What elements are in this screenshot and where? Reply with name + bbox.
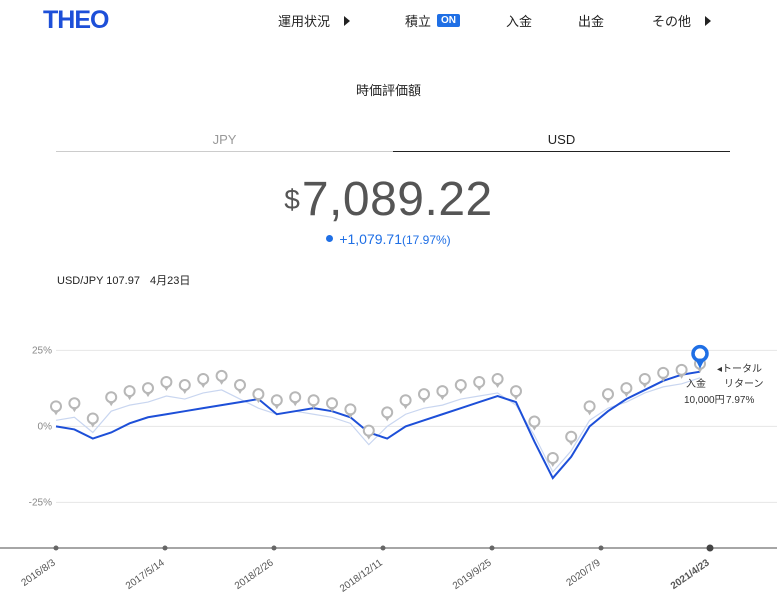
nav-other[interactable]: その他	[652, 11, 712, 30]
deposit-markers	[50, 357, 706, 467]
x-tick-label: 2018/2/26	[233, 557, 276, 592]
deposit-marker-icon	[178, 379, 191, 395]
nav-deposit[interactable]: 入金	[506, 11, 532, 30]
deposit-marker-icon	[399, 394, 412, 410]
deposit-marker-icon	[362, 424, 375, 440]
deposit-marker-icon	[510, 385, 522, 401]
deposit-marker-icon	[546, 452, 559, 467]
chart-series	[55, 370, 701, 480]
deposit-marker-icon	[418, 388, 430, 404]
deposit-marker-icon	[252, 388, 265, 404]
deposit-marker-icon	[86, 412, 99, 428]
nav-withdraw[interactable]: 出金	[578, 11, 604, 30]
deposit-marker-icon	[602, 388, 614, 404]
deposit-marker-icon	[289, 391, 302, 407]
deposit-marker-icon	[215, 369, 228, 385]
y-tick-label: -25%	[29, 497, 52, 508]
deposit-marker-icon	[473, 376, 486, 391]
exchange-rate-info: USD/JPY 107.97 4月23日	[57, 272, 200, 288]
nav-performance-label: 運用状況	[278, 14, 331, 29]
deposit-marker-icon	[454, 379, 467, 395]
x-tick-dot	[706, 544, 714, 552]
deposit-marker-icon	[675, 363, 688, 379]
deposit-marker-icon	[344, 403, 357, 419]
deposit-marker-icon	[620, 382, 633, 398]
deposit-marker-icon	[638, 372, 651, 388]
x-tick-label: 2017/5/14	[124, 557, 167, 592]
market-value-amount: 7,089.22	[301, 173, 493, 226]
deposit-marker-icon	[583, 400, 596, 416]
annotation-return-label: リターン	[724, 378, 764, 390]
deposit-marker-icon	[142, 382, 154, 398]
deposit-marker-icon	[50, 400, 62, 416]
nav-recurring-label: 積立	[405, 14, 432, 29]
change-percent: (17.97%)	[401, 233, 451, 247]
change-dot-icon	[326, 235, 334, 242]
x-tick-dot	[53, 545, 59, 551]
deposit-marker-icon	[234, 379, 246, 395]
nav-deposit-label: 入金	[506, 14, 533, 29]
x-tick-dot	[598, 545, 604, 551]
deposit-marker-icon	[197, 372, 210, 388]
recurring-on-badge: ON	[437, 14, 461, 27]
nav-withdraw-label: 出金	[578, 14, 605, 29]
x-tick-label: 2019/9/25	[451, 557, 494, 592]
annotation-deposit-label: 入金	[686, 377, 706, 390]
market-value: $7,089.22	[0, 172, 777, 227]
deposit-marker-icon	[160, 376, 173, 391]
x-tick-label: 2020/7/9	[565, 557, 604, 589]
deposit-marker-icon	[528, 415, 541, 431]
deposit-marker-icon	[105, 391, 118, 407]
deposit-marker-icon	[326, 397, 338, 413]
chart-grid	[56, 349, 777, 503]
deposit-marker-icon	[68, 397, 81, 413]
y-tick-label: 0%	[38, 421, 53, 432]
top-navigation: THEO 運用状況 積立 ON 入金 出金 その他	[0, 0, 777, 40]
annotation-return-value: 7.97%	[726, 395, 754, 406]
x-tick-dot	[380, 545, 386, 551]
deposit-marker-icon	[491, 372, 504, 388]
y-axis-labels: 25% 0% -25%	[29, 345, 52, 508]
currency-tabs: JPY USD	[56, 128, 730, 152]
caret-right-icon	[705, 15, 712, 26]
x-tick-dot	[489, 545, 495, 551]
deposit-marker-icon	[381, 406, 394, 422]
annotation-total: ◂トータル	[717, 363, 762, 375]
total-return-series-line	[55, 370, 701, 480]
deposit-marker-icon	[307, 394, 320, 410]
annotation-deposit-value: 10,000円	[684, 395, 725, 406]
deposit-marker-icon	[565, 430, 578, 446]
x-tick-dot	[162, 545, 168, 551]
section-title: 時価評価額	[355, 83, 421, 98]
deposit-marker-icon	[270, 394, 283, 410]
nav-performance[interactable]: 運用状況	[278, 11, 351, 30]
theo-logo[interactable]: THEO	[43, 6, 109, 34]
change-amount: +1,079.71	[339, 231, 402, 247]
tab-usd[interactable]: USD	[393, 128, 730, 152]
deposit-marker-icon	[123, 385, 136, 401]
value-change: +1,079.71(17.97%)	[0, 231, 777, 247]
x-tick-label: 2021/4/23	[669, 557, 712, 592]
x-tick-dot	[271, 545, 277, 551]
x-tick-label: 2016/8/3	[20, 557, 59, 589]
caret-right-icon	[344, 15, 351, 26]
exchange-rate: USD/JPY 107.97	[57, 275, 140, 287]
deposit-marker-icon	[657, 366, 670, 382]
nav-other-label: その他	[652, 14, 692, 29]
tab-jpy[interactable]: JPY	[56, 128, 393, 152]
deposit-marker-icon	[436, 385, 449, 401]
x-axis: 2016/8/3 2017/5/14 2018/2/26 2018/12/11 2019…	[0, 544, 777, 595]
currency-symbol: $	[284, 184, 300, 215]
nav-recurring[interactable]: 積立 ON	[405, 11, 461, 30]
x-tick-label: 2018/12/11	[338, 557, 385, 595]
exchange-rate-date: 4月23日	[149, 275, 191, 287]
performance-chart[interactable]: 25% 0% -25% 2016/8/3 2017/5/14 2018/2/26 2018…	[0, 300, 777, 606]
current-position-pin-icon	[691, 344, 709, 369]
y-tick-label: 25%	[32, 345, 52, 356]
